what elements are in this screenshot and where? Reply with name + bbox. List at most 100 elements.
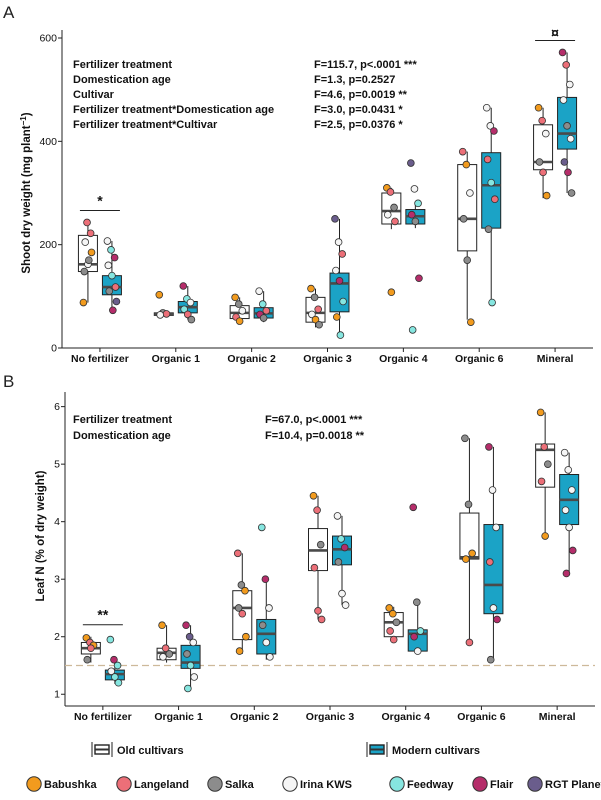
panel-a-organic-3-old-point-langeland — [314, 305, 323, 314]
panel-a-organic-3-old-point-babushka — [307, 284, 315, 293]
panel-a-no-fertilizer-old-point-babushka — [87, 248, 96, 257]
panel-a-organic-6-modern-point-salka — [484, 225, 493, 233]
panel-a-mineral-old-point-salka — [535, 158, 544, 166]
legend-cultivar-rgt-planet-label: RGT Planet — [545, 779, 601, 791]
panel-b-mineral-modern-point-irina-kws — [560, 448, 569, 457]
panel-a-organic-2-modern-point-salka — [259, 314, 268, 322]
panel-a-ytick-label: 400 — [39, 136, 57, 148]
panel-b-mineral-modern-box-group — [559, 448, 580, 578]
legend-cultivar-langeland-marker — [116, 776, 132, 792]
legend-cultivar-langeland-label: Langeland — [134, 779, 189, 791]
panel-b-organic-2-old-point-salka — [237, 581, 246, 589]
panel-a-organic-3-modern-point-babushka — [332, 313, 341, 321]
panel-b-mineral-modern-point-flair — [568, 546, 577, 555]
panel-a-stat-term: Domestication age — [73, 74, 171, 86]
panel-a-organic-2-old-point-babushka — [231, 293, 239, 302]
panel-a-no-fertilizer-old-point-salka — [85, 256, 93, 264]
panel-b-organic-4-old-point-langeland — [386, 627, 394, 635]
panel-b-organic-2-modern-box-group — [256, 523, 277, 661]
panel-a-organic-4-old-point-langeland — [391, 217, 399, 226]
panel-a-organic-2-modern-point-langeland — [262, 306, 271, 315]
panel-b-no-fertilizer-modern-point-feedway — [106, 635, 115, 644]
panel-b-mineral-modern-point-irina-kws — [565, 523, 573, 532]
panel-a-organic-6-modern-box — [481, 152, 502, 229]
panel-a-mineral-old-point-langeland — [539, 168, 547, 177]
panel-a-organic-6-modern-point-irina-kws — [482, 103, 491, 112]
panel-a-organic-2-modern-point-irina-kws — [255, 287, 263, 295]
panel-a-organic-4-modern-point-feedway — [414, 199, 422, 208]
panel-a-organic-6-old-box — [457, 164, 478, 252]
panel-a-organic-3-old-box-group — [305, 284, 326, 329]
panel-a-no-fertilizer-modern-point-feedway — [108, 271, 116, 280]
panel-a-no-fertilizer-modern-point-flair — [109, 306, 117, 315]
panel-b-organic-6-old-point-salka — [461, 434, 469, 443]
panel-b-organic-2-old-point-salka — [234, 604, 243, 612]
panel-a-no-fertilizer-modern-point-salka — [105, 287, 114, 295]
panel-a-organic-6-old-point-langeland — [458, 147, 467, 156]
legend-cultivar-rgt-planet-marker — [527, 776, 543, 792]
panel-b-no-fertilizer-modern-point-flair — [110, 655, 118, 664]
panel-a-organic-4-modern-box-group — [405, 159, 426, 334]
panel-b-organic-1-modern-point-salka — [183, 650, 191, 658]
legend-cultivar-irina-kws-marker — [282, 776, 298, 792]
panel-a-organic-4-modern-point-flair — [407, 210, 416, 219]
panel-b-ytick-label: 3 — [54, 574, 60, 586]
panel-b-organic-1-modern-point-irina-kws — [190, 673, 198, 681]
panel-b-xtick-no-fertilizer: No fertilizer — [74, 711, 132, 723]
panel-a-no-fertilizer-modern-point-rgt-planet — [112, 297, 121, 306]
panel-a-ytick-label: 600 — [39, 33, 57, 45]
panel-a-organic-4-modern-point-flair — [415, 274, 423, 283]
panel-b-mineral-old-box-group — [535, 408, 556, 540]
panel-b-organic-6-modern-point-salka — [486, 655, 495, 664]
panel-a-stat-result: F=4.6, p=0.0019 ** — [314, 89, 408, 101]
panel-b-xtick-mineral: Mineral — [539, 711, 576, 723]
panel-b-organic-1-old-point-langeland — [161, 644, 170, 653]
panel-a-no-fertilizer-modern-point-feedway — [107, 246, 115, 254]
panel-b-organic-2-old-point-babushka — [242, 632, 250, 641]
panel-b-no-fertilizer-modern-point-feedway — [111, 673, 119, 681]
panel-b-organic-3-old-point-langeland — [310, 563, 319, 572]
legend-cultivar-feedway: Feedway — [389, 776, 454, 792]
panel-b-organic-1-modern-point-feedway — [184, 684, 192, 693]
panel-a-organic-2-old-point-salka — [234, 300, 243, 308]
panel-a-no-fertilizer-old-point-babushka — [79, 298, 88, 307]
panel-b-organic-3-old-point-langeland — [314, 607, 322, 615]
panel-a-organic-6-old-point-salka — [459, 215, 468, 223]
panel-a-mineral-modern-point-rgt-planet — [560, 158, 569, 166]
panel-a-organic-1-modern-point-salka — [187, 315, 196, 324]
panel-b-no-fertilizer-modern-point-irina-kws — [107, 667, 116, 676]
legend-cultivar-flair-marker — [472, 776, 488, 792]
panel-a-stat-term: Fertilizer treatment*Cultivar — [73, 119, 218, 131]
panel-a-no-fertilizer-modern-point-flair — [110, 253, 119, 262]
panel-b-organic-2-modern-point-salka — [258, 621, 267, 630]
panel-b-organic-4-old-point-babushka — [385, 604, 394, 612]
panel-a-mineral-modern-point-irina-kws — [565, 80, 574, 89]
panel-a-mineral-old-point-irina-kws — [541, 129, 550, 138]
panel-b-sig-label-no-fertilizer: ** — [97, 607, 108, 623]
panel-a-plot: 0 200 400 600 No fertilizer Organic 1 Organic … — [39, 24, 593, 365]
panel-a-stat-result: F=1.3, p=0.2527 — [314, 74, 395, 86]
panel-a-xtick-organic-2: Organic 2 — [227, 353, 276, 365]
panel-a-no-fertilizer-old-point-langeland — [86, 229, 95, 238]
panel-b-mineral-old-point-langeland — [537, 477, 546, 486]
panel-b-organic-1-modern-point-rgt-planet — [185, 632, 194, 641]
legend-cultivar-feedway-marker — [389, 776, 405, 792]
panel-b-organic-6-modern-box-group — [483, 443, 504, 664]
panel-b-letter: B — [3, 372, 14, 391]
panel-b-organic-2-old-point-langeland — [233, 549, 242, 558]
legend-cultivar-babushka-marker — [26, 776, 42, 792]
panel-a-organic-2-modern-point-feedway — [258, 300, 267, 308]
panel-a-organic-3-modern-point-irina-kws — [332, 266, 340, 275]
panel-b-ytick-label: 6 — [54, 401, 60, 413]
panel-b-organic-3-modern-point-irina-kws — [341, 601, 350, 609]
panel-b-organic-1-modern-point-feedway — [186, 661, 195, 670]
panel-a-mineral-modern-point-flair — [564, 168, 572, 177]
panel-a-stat-result: F=2.5, p=0.0376 * — [314, 119, 403, 131]
panel-b-organic-1-modern-box-group — [180, 621, 201, 693]
panel-a-xtick-organic-3: Organic 3 — [303, 353, 352, 365]
legend-old-cultivars: Old cultivars — [91, 742, 184, 757]
panel-b-stat-term: Domestication age — [73, 430, 171, 442]
panel-b-organic-6-modern-box — [483, 524, 504, 615]
legend-cultivar-rgt-planet: RGT Planet — [527, 776, 601, 792]
panel-a-mineral-modern-box-group — [557, 48, 578, 197]
